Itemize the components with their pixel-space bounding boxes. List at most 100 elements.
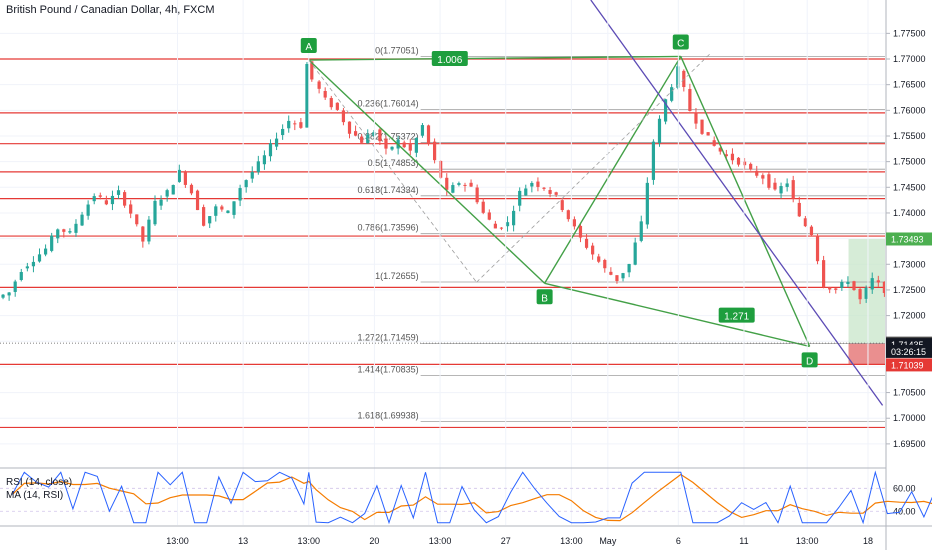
- candle-body: [749, 163, 753, 170]
- candle-body: [742, 161, 747, 166]
- price-badge-label: 03:26:15: [891, 347, 926, 357]
- candle-body: [767, 174, 771, 188]
- price-badge-label: 1.71039: [891, 360, 924, 370]
- price-tick-label: 1.74500: [893, 182, 926, 192]
- fib-label: 0.382(1.75372): [358, 132, 419, 142]
- price-badge: 1.73493: [886, 232, 932, 246]
- ratio-label-text: 1.006: [437, 55, 462, 66]
- candle-body: [670, 87, 674, 101]
- fib-diagonal: [476, 53, 711, 283]
- candle-body: [19, 272, 23, 280]
- price-tick-label: 1.69500: [893, 439, 926, 449]
- pattern-point-label: D: [806, 356, 813, 367]
- candle-body: [50, 235, 54, 251]
- candle-body: [615, 275, 619, 282]
- price-tick-label: 1.72000: [893, 311, 926, 321]
- candle-body: [165, 190, 169, 197]
- time-tick-label: 13:00: [429, 536, 452, 546]
- candle-body: [25, 266, 29, 269]
- candle-body: [603, 259, 607, 269]
- candle-body: [858, 289, 862, 300]
- candle-body: [262, 155, 267, 165]
- time-tick-label: 13:00: [298, 536, 321, 546]
- fib-label: 1(1.72655): [375, 271, 419, 281]
- candle-body: [220, 206, 224, 210]
- pattern-point-d: D: [801, 352, 818, 368]
- candle-body: [153, 200, 157, 225]
- candle-body: [785, 183, 789, 187]
- fib-label: 1.618(1.69938): [358, 410, 419, 420]
- candle-body: [159, 199, 163, 206]
- price-pane: 0(1.77051) 0.236(1.76014) 0.382(1.75372) 0.…: [0, 0, 885, 445]
- ratio-label: 1.271: [718, 307, 755, 323]
- pattern-leg-cd: [680, 56, 811, 347]
- candle-body: [688, 88, 692, 111]
- time-tick-label: 13:00: [560, 536, 583, 546]
- candle-body: [183, 171, 187, 185]
- fib-label: 0.236(1.76014): [358, 99, 419, 109]
- candle-body: [74, 223, 78, 233]
- candle-body: [317, 81, 321, 89]
- candle-body: [882, 281, 885, 293]
- candle-body: [141, 226, 145, 242]
- candle-body: [86, 204, 90, 216]
- candle-body: [232, 201, 236, 215]
- candle-body: [657, 118, 662, 144]
- candle-body: [62, 229, 66, 232]
- fib-label: 0.5(1.74853): [368, 158, 419, 168]
- candle-body: [663, 99, 668, 122]
- candle-body: [870, 278, 874, 290]
- rsi-ma-line: [11, 473, 932, 522]
- candle-body: [329, 98, 333, 108]
- candle-body: [724, 154, 728, 157]
- candle-body: [366, 134, 370, 144]
- rsi-legend-rsi: RSI (14, close): [6, 477, 73, 488]
- pattern-line-ac: [308, 55, 681, 61]
- candle-body: [299, 122, 303, 128]
- candle-body: [779, 186, 783, 194]
- candle-body: [469, 182, 473, 187]
- price-tick-label: 1.77500: [893, 28, 926, 38]
- candle-body: [822, 260, 826, 288]
- pattern-leg-bc: [544, 56, 682, 284]
- candle-body: [572, 219, 576, 227]
- price-axis: [886, 0, 932, 550]
- candle-body: [840, 282, 844, 288]
- candle-body: [676, 66, 680, 88]
- time-tick-label: 13:00: [796, 536, 819, 546]
- candle-body: [110, 195, 115, 205]
- price-tick-label: 1.75500: [893, 131, 926, 141]
- fib-label: 1.272(1.71459): [358, 332, 419, 342]
- candle-body: [797, 202, 801, 217]
- candle-body: [463, 184, 467, 186]
- pattern-point-label: B: [541, 293, 548, 304]
- candle-body: [384, 138, 388, 149]
- candle-body: [1, 294, 5, 298]
- candle-body: [730, 153, 735, 161]
- candle-body: [645, 182, 649, 225]
- candle-body: [706, 132, 710, 136]
- candle-body: [718, 147, 722, 152]
- price-tick-label: 1.77000: [893, 54, 926, 64]
- price-tick-label: 1.74000: [893, 208, 926, 218]
- candle-body: [505, 222, 510, 227]
- candle-body: [372, 132, 376, 136]
- candle-body: [7, 292, 11, 296]
- candle-body: [177, 169, 181, 182]
- candle-body: [736, 157, 741, 165]
- candle-body: [426, 125, 431, 144]
- price-badge: 03:26:15: [886, 344, 932, 358]
- price-badge-label: 1.73493: [891, 234, 924, 244]
- fib-label: 0.618(1.74334): [358, 185, 419, 195]
- candle-body: [499, 227, 504, 229]
- candle-body: [773, 182, 777, 190]
- fib-diagonal: [308, 59, 477, 283]
- time-tick-label: 13:00: [166, 536, 189, 546]
- candle-body: [92, 196, 96, 202]
- candle-body: [633, 242, 637, 265]
- candle-body: [195, 190, 200, 211]
- candle-body: [712, 140, 716, 146]
- candle-body: [864, 287, 868, 299]
